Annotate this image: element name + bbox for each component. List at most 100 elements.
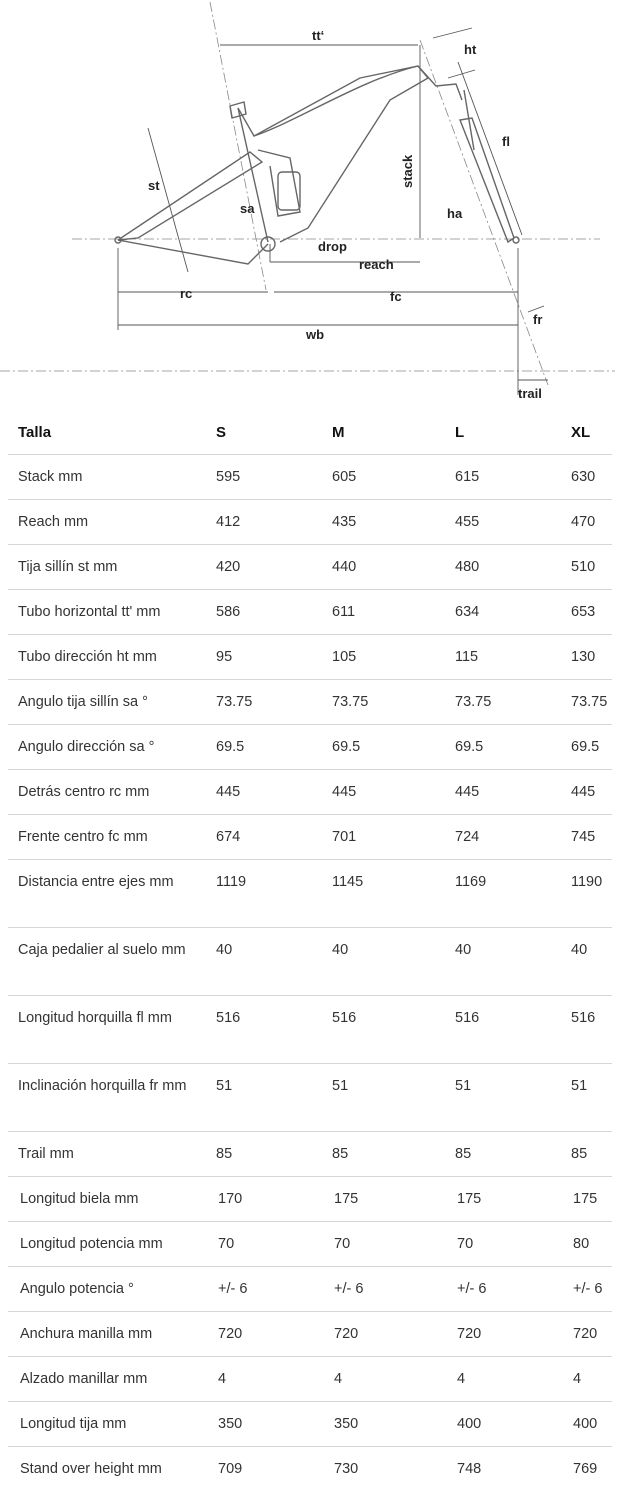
table-row: Reach mm 412 435 455 470: [8, 500, 612, 545]
cell-xl: 73.75: [561, 680, 612, 725]
row-label: Tubo horizontal tt' mm: [8, 590, 206, 635]
table-row: Alzado manillar mm 4 4 4 4: [8, 1357, 612, 1402]
cell-s: 420: [206, 545, 322, 590]
row-label: Reach mm: [8, 500, 206, 545]
table-row: Tubo dirección ht mm 95 105 115 130: [8, 635, 612, 680]
cell-m: 69.5: [322, 725, 445, 770]
label-reach: reach: [359, 257, 394, 272]
cell-l: 634: [445, 590, 561, 635]
row-label: Anchura manilla mm: [8, 1312, 206, 1357]
row-label: Inclinación horquilla fr mm: [8, 1064, 206, 1132]
bike-geometry-diagram: tt‘ ht fl stack st sa ha drop reach rc f…: [0, 0, 620, 410]
cell-l: 724: [445, 815, 561, 860]
table-row: Longitud horquilla fl mm 516 516 516 516: [8, 996, 612, 1064]
table-row: Stack mm 595 605 615 630: [8, 455, 612, 500]
header-m: M: [322, 410, 445, 455]
cell-l: 516: [445, 996, 561, 1064]
table-header-row: Talla S M L XL: [8, 410, 612, 455]
table-row: Stand over height mm 709 730 748 769: [8, 1447, 612, 1491]
row-label: Stand over height mm: [8, 1447, 206, 1491]
row-label: Tija sillín st mm: [8, 545, 206, 590]
cell-l: 115: [445, 635, 561, 680]
cell-l: 175: [445, 1177, 561, 1222]
cell-m: 605: [322, 455, 445, 500]
header-l: L: [445, 410, 561, 455]
cell-s: 445: [206, 770, 322, 815]
cell-m: 720: [322, 1312, 445, 1357]
row-label: Longitud biela mm: [8, 1177, 206, 1222]
table-row: Angulo dirección sa ° 69.5 69.5 69.5 69.…: [8, 725, 612, 770]
cell-xl: +/- 6: [561, 1267, 612, 1312]
cell-xl: 4: [561, 1357, 612, 1402]
label-ht: ht: [464, 42, 477, 57]
cell-l: 455: [445, 500, 561, 545]
cell-xl: 1190: [561, 860, 612, 928]
cell-s: 516: [206, 996, 322, 1064]
cell-l: 480: [445, 545, 561, 590]
label-drop: drop: [318, 239, 347, 254]
cell-m: 70: [322, 1222, 445, 1267]
table-row: Longitud tija mm 350 350 400 400: [8, 1402, 612, 1447]
row-label: Frente centro fc mm: [8, 815, 206, 860]
cell-s: 595: [206, 455, 322, 500]
cell-l: 615: [445, 455, 561, 500]
row-label: Distancia entre ejes mm: [8, 860, 206, 928]
cell-l: 4: [445, 1357, 561, 1402]
cell-s: 720: [206, 1312, 322, 1357]
header-s: S: [206, 410, 322, 455]
table-row: Angulo tija sillín sa ° 73.75 73.75 73.7…: [8, 680, 612, 725]
cell-xl: 745: [561, 815, 612, 860]
cell-m: 611: [322, 590, 445, 635]
label-ha: ha: [447, 206, 463, 221]
header-xl: XL: [561, 410, 612, 455]
row-label: Trail mm: [8, 1132, 206, 1177]
cell-m: 435: [322, 500, 445, 545]
cell-m: +/- 6: [322, 1267, 445, 1312]
row-label: Caja pedalier al suelo mm: [8, 928, 206, 996]
cell-m: 73.75: [322, 680, 445, 725]
label-sa: sa: [240, 201, 255, 216]
row-label: Alzado manillar mm: [8, 1357, 206, 1402]
cell-l: 73.75: [445, 680, 561, 725]
cell-m: 445: [322, 770, 445, 815]
table-row: Tubo horizontal tt' mm 586 611 634 653: [8, 590, 612, 635]
cell-l: 720: [445, 1312, 561, 1357]
cell-xl: 769: [561, 1447, 612, 1491]
table-row: Frente centro fc mm 674 701 724 745: [8, 815, 612, 860]
cell-m: 51: [322, 1064, 445, 1132]
cell-m: 350: [322, 1402, 445, 1447]
cell-xl: 51: [561, 1064, 612, 1132]
cell-l: 1169: [445, 860, 561, 928]
cell-m: 1145: [322, 860, 445, 928]
table-row: Distancia entre ejes mm 1119 1145 1169 1…: [8, 860, 612, 928]
cell-s: +/- 6: [206, 1267, 322, 1312]
cell-s: 69.5: [206, 725, 322, 770]
row-label: Angulo tija sillín sa °: [8, 680, 206, 725]
cell-xl: 516: [561, 996, 612, 1064]
row-label: Angulo potencia °: [8, 1267, 206, 1312]
row-label: Tubo dirección ht mm: [8, 635, 206, 680]
cell-l: 51: [445, 1064, 561, 1132]
cell-l: 400: [445, 1402, 561, 1447]
label-tt: tt‘: [312, 28, 324, 43]
label-fr: fr: [533, 312, 542, 327]
label-fl: fl: [502, 134, 510, 149]
row-label: Longitud tija mm: [8, 1402, 206, 1447]
cell-l: +/- 6: [445, 1267, 561, 1312]
cell-l: 40: [445, 928, 561, 996]
cell-s: 1119: [206, 860, 322, 928]
cell-xl: 175: [561, 1177, 612, 1222]
cell-xl: 510: [561, 545, 612, 590]
cell-xl: 445: [561, 770, 612, 815]
cell-m: 85: [322, 1132, 445, 1177]
cell-m: 105: [322, 635, 445, 680]
label-rc: rc: [180, 286, 192, 301]
cell-s: 709: [206, 1447, 322, 1491]
cell-xl: 400: [561, 1402, 612, 1447]
cell-s: 73.75: [206, 680, 322, 725]
cell-m: 730: [322, 1447, 445, 1491]
cell-m: 4: [322, 1357, 445, 1402]
cell-m: 40: [322, 928, 445, 996]
cell-xl: 130: [561, 635, 612, 680]
row-label: Longitud horquilla fl mm: [8, 996, 206, 1064]
